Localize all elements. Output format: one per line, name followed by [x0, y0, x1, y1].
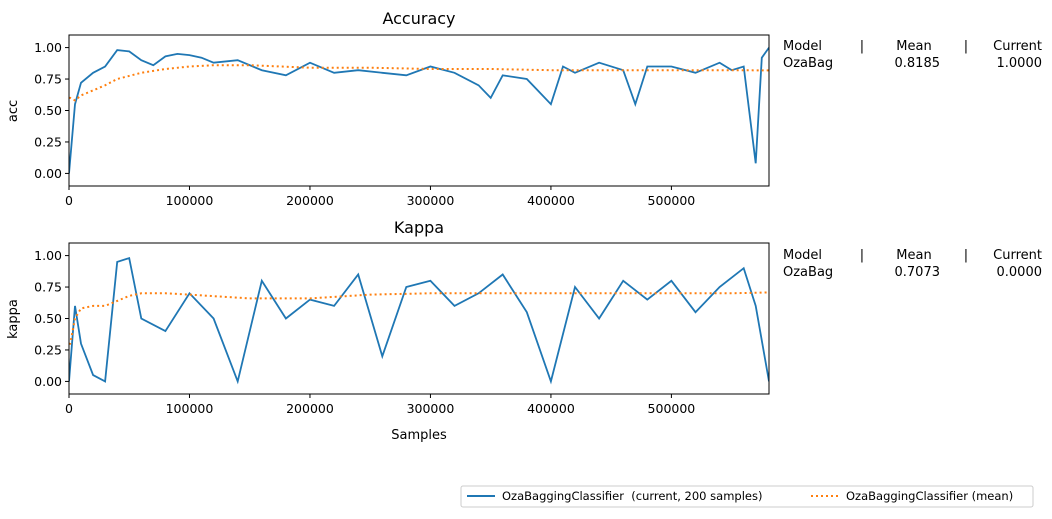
accuracy-ytick-label: 0.50 [34, 103, 62, 118]
accuracy-xtick-label: 200000 [286, 193, 334, 208]
accuracy-series-mean-line [69, 64, 769, 102]
accuracy-table-header-sep-1: | [860, 39, 864, 54]
kappa-ytick-label: 0.75 [34, 280, 62, 295]
accuracy-xtick-label: 400000 [527, 193, 575, 208]
kappa-ytick-label: 0.00 [34, 374, 62, 389]
kappa-table-header-mean: Mean [896, 248, 931, 263]
kappa-metrics-table: Model | Mean | Current OzaBag 0.7073 0.0… [783, 248, 1042, 280]
accuracy-series-current-line [69, 47, 769, 174]
accuracy-axes-frame [68, 34, 770, 187]
kappa-table-mean: 0.7073 [895, 265, 941, 280]
accuracy-metrics-table: Model | Mean | Current OzaBag 0.8185 1.0… [783, 39, 1042, 71]
accuracy-ytick-label: 1.00 [34, 40, 62, 55]
accuracy-table-mean: 0.8185 [895, 56, 941, 71]
accuracy-plot-area: 0 100000 200000 300000 400000 500000 0.00 0.25 0… [34, 34, 770, 208]
accuracy-ytick-label: 0.00 [34, 166, 62, 181]
kappa-ytick-label: 0.50 [34, 311, 62, 326]
accuracy-table-current: 1.0000 [997, 56, 1043, 71]
legend: OzaBaggingClassifier (current, 200 sampl… [460, 485, 1034, 508]
kappa-table-header-current: Current [993, 248, 1042, 263]
accuracy-title: Accuracy [382, 9, 455, 28]
accuracy-table-header-sep-2: | [964, 39, 968, 54]
kappa-table-header-sep-2: | [964, 248, 968, 263]
accuracy-table-header-current: Current [993, 39, 1042, 54]
accuracy-table-header-model: Model [783, 39, 822, 54]
kappa-ytick-label: 0.25 [34, 342, 62, 357]
kappa-table-header-sep-1: | [860, 248, 864, 263]
kappa-table-current: 0.0000 [997, 265, 1043, 280]
accuracy-ylabel: acc [6, 100, 21, 122]
accuracy-table-model: OzaBag [783, 56, 833, 71]
legend-frame [460, 485, 1034, 508]
accuracy-plot: Accuracy 0 100000 200000 300000 400000 500000… [6, 9, 1042, 208]
accuracy-xtick-label: 300000 [407, 193, 455, 208]
kappa-xtick-label: 0 [65, 401, 73, 416]
kappa-series-current-line [69, 256, 769, 385]
kappa-xlabel: Samples [391, 428, 447, 443]
kappa-plot-area: 0 100000 200000 300000 400000 500000 0.00 0.25 0… [34, 242, 770, 416]
kappa-table-header-model: Model [783, 248, 822, 263]
kappa-ytick-label: 1.00 [34, 248, 62, 263]
accuracy-ytick-label: 0.25 [34, 134, 62, 149]
kappa-ylabel: kappa [6, 299, 21, 339]
legend-label-mean: OzaBaggingClassifier (mean) [846, 489, 1013, 503]
kappa-plot: Kappa 0 100000 200000 300000 400000 500000 0.0… [6, 218, 1042, 443]
kappa-xtick-label: 100000 [166, 401, 214, 416]
kappa-table-model: OzaBag [783, 265, 833, 280]
accuracy-table-header-mean: Mean [896, 39, 931, 54]
kappa-title: Kappa [394, 218, 444, 237]
kappa-xtick-label: 300000 [407, 401, 455, 416]
accuracy-xtick-label: 100000 [166, 193, 214, 208]
kappa-xtick-label: 400000 [527, 401, 575, 416]
kappa-xtick-label: 200000 [286, 401, 334, 416]
accuracy-ytick-label: 0.75 [34, 72, 62, 87]
kappa-series-mean-line [69, 291, 769, 345]
accuracy-xtick-label: 500000 [648, 193, 696, 208]
legend-label-current: OzaBaggingClassifier (current, 200 sampl… [502, 489, 762, 503]
kappa-xtick-label: 500000 [648, 401, 696, 416]
accuracy-xtick-label: 0 [65, 193, 73, 208]
